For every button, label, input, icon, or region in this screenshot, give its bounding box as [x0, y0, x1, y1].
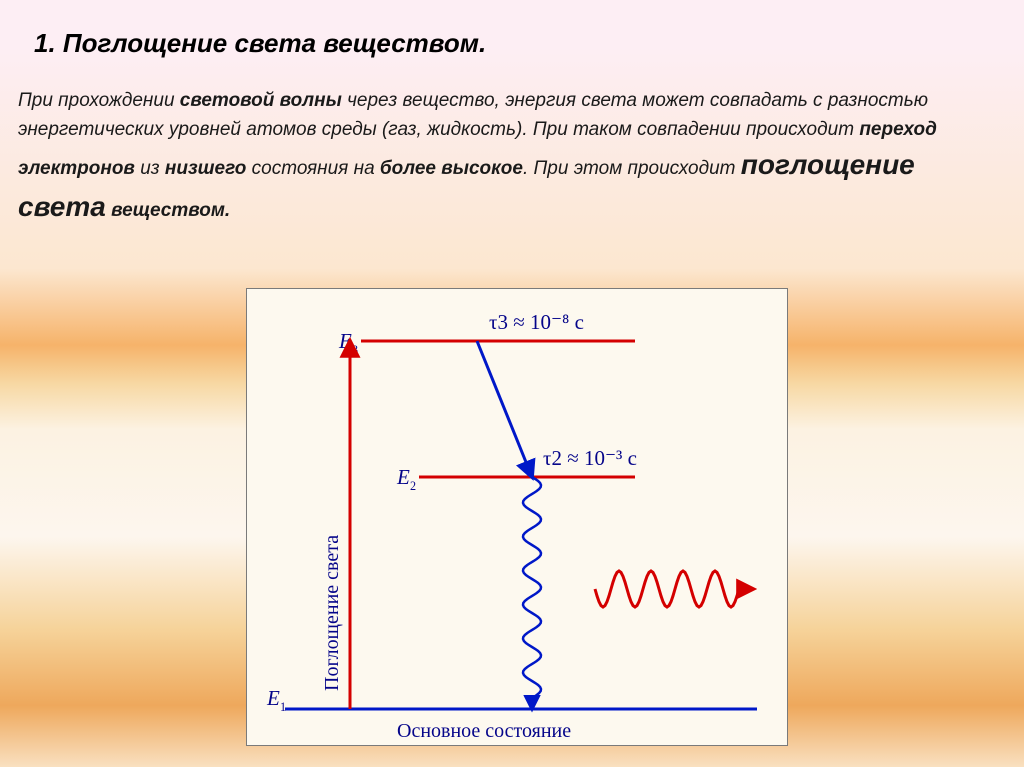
energy-level-diagram: E1E2E3τ3 ≈ 10⁻⁸ сτ2 ≈ 10⁻³ сОсновное сос… — [246, 288, 788, 746]
svg-text:3: 3 — [352, 343, 358, 357]
svg-text:τ2 ≈ 10⁻³ с: τ2 ≈ 10⁻³ с — [543, 446, 637, 470]
text-bold: низшего — [165, 158, 247, 179]
text-bold: световой волны — [180, 90, 342, 111]
svg-text:τ3 ≈ 10⁻⁸ с: τ3 ≈ 10⁻⁸ с — [489, 310, 584, 334]
text-run: из — [135, 158, 165, 179]
text-run: При прохождении — [18, 90, 180, 111]
svg-text:Поглощение света: Поглощение света — [321, 535, 343, 691]
svg-text:E: E — [396, 465, 410, 489]
text-run: состояния на — [246, 158, 380, 179]
slide-title: 1. Поглощение света веществом. — [34, 28, 1008, 59]
svg-text:Основное состояние: Основное состояние — [397, 720, 571, 742]
svg-text:E: E — [266, 686, 280, 710]
slide: 1. Поглощение света веществом. При прохо… — [0, 0, 1024, 767]
diagram-svg: E1E2E3τ3 ≈ 10⁻⁸ сτ2 ≈ 10⁻³ сОсновное сос… — [247, 289, 789, 747]
body-paragraph: При прохождении световой волны через вещ… — [18, 87, 998, 228]
text-run: . При этом происходит — [523, 158, 741, 179]
svg-text:2: 2 — [410, 479, 416, 493]
svg-text:1: 1 — [280, 700, 286, 714]
text-bold: более высокое — [380, 158, 523, 179]
text-bold: веществом. — [106, 200, 230, 221]
